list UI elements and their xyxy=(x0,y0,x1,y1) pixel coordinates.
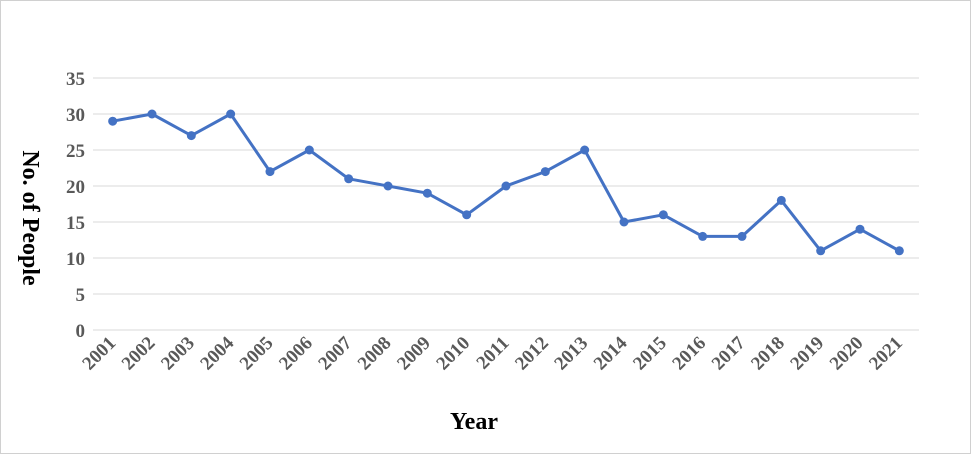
data-point-2019 xyxy=(816,246,826,256)
y-axis-title: No. of People xyxy=(17,150,43,286)
y-tick-label: 20 xyxy=(66,177,85,198)
x-tick-label: 2015 xyxy=(629,333,671,375)
data-point-2011 xyxy=(501,181,511,191)
x-tick-label: 2004 xyxy=(196,332,238,374)
data-point-2014 xyxy=(619,217,629,227)
x-tick-label: 2003 xyxy=(157,333,199,375)
y-tick-label: 5 xyxy=(76,285,86,306)
x-axis-ticks: 2001200220032004200520062007200820092010… xyxy=(78,332,906,374)
data-point-2015 xyxy=(658,210,668,220)
x-tick-label: 2010 xyxy=(432,333,474,375)
data-point-2003 xyxy=(186,131,196,141)
y-axis-ticks: 0 5 10 15 20 25 30 35 xyxy=(66,69,85,342)
x-tick-label: 2006 xyxy=(275,333,317,375)
data-point-2007 xyxy=(344,174,354,184)
data-point-2010 xyxy=(462,210,472,220)
data-point-2006 xyxy=(304,145,314,155)
data-point-2017 xyxy=(737,231,747,241)
data-point-2009 xyxy=(422,188,432,198)
data-point-2002 xyxy=(147,109,157,119)
data-point-2018 xyxy=(776,195,786,205)
x-tick-label: 2014 xyxy=(590,332,632,374)
data-point-2021 xyxy=(894,246,904,256)
x-tick-label: 2017 xyxy=(708,332,750,374)
x-tick-label: 2002 xyxy=(118,333,160,375)
x-tick-label: 2008 xyxy=(354,333,396,375)
x-tick-label: 2018 xyxy=(747,333,789,375)
x-tick-label: 2020 xyxy=(826,333,868,375)
x-tick-label: 2012 xyxy=(511,333,553,375)
data-point-2016 xyxy=(698,231,708,241)
x-tick-label: 2007 xyxy=(314,332,356,374)
series-line-group xyxy=(108,109,904,256)
y-tick-label: 15 xyxy=(66,213,85,234)
data-point-2001 xyxy=(108,116,118,126)
data-point-2008 xyxy=(383,181,393,191)
x-tick-label: 2021 xyxy=(865,333,907,375)
data-point-2013 xyxy=(580,145,590,155)
y-tick-label: 25 xyxy=(66,141,85,162)
data-point-2004 xyxy=(226,109,236,119)
x-tick-label: 2016 xyxy=(668,333,710,375)
y-tick-label: 35 xyxy=(66,69,85,90)
y-tick-label: 10 xyxy=(66,249,85,270)
gridlines xyxy=(93,77,919,331)
x-tick-label: 2013 xyxy=(550,333,592,375)
x-axis-title: Year xyxy=(450,409,498,435)
y-tick-label: 0 xyxy=(76,321,86,342)
x-tick-label: 2005 xyxy=(236,333,278,375)
y-tick-label: 30 xyxy=(66,105,85,126)
x-tick-label: 2011 xyxy=(473,333,514,374)
data-point-2020 xyxy=(855,224,865,234)
data-point-2012 xyxy=(540,167,550,177)
data-point-2005 xyxy=(265,167,275,177)
x-tick-label: 2019 xyxy=(786,333,828,375)
x-tick-label: 2009 xyxy=(393,333,435,375)
